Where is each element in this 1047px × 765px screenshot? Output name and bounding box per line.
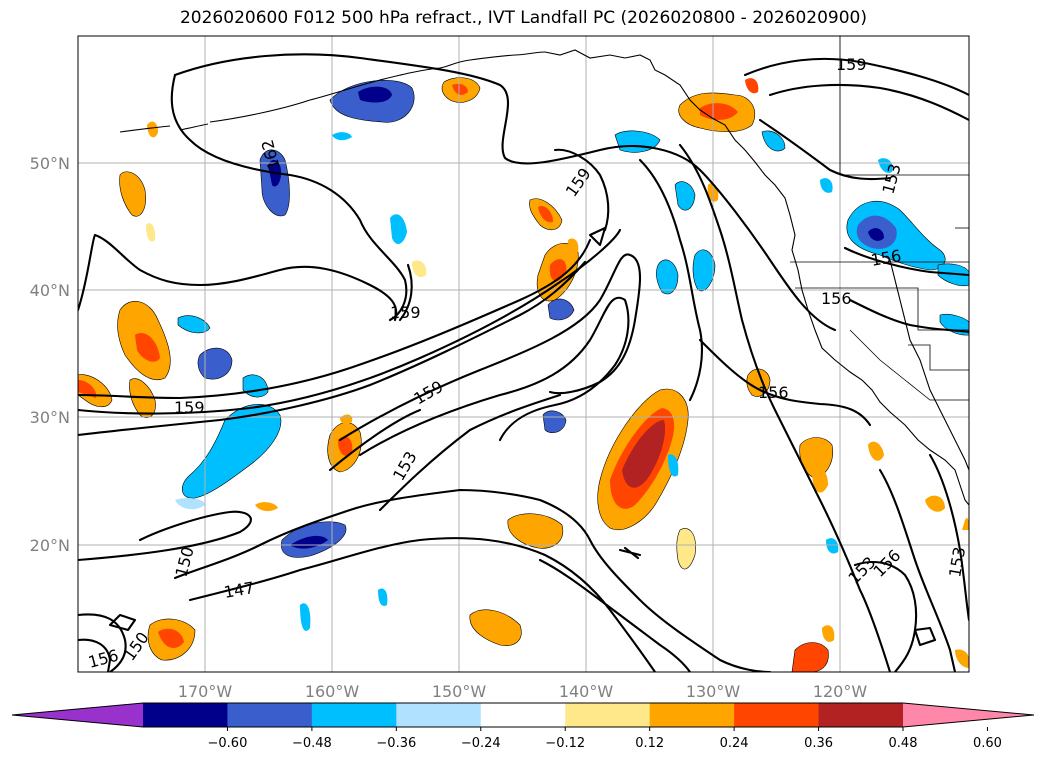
anomaly-blob [568,238,579,253]
anomaly-blob [177,315,211,334]
anomaly-blob [332,132,352,141]
anomaly-blob [962,518,969,530]
anomaly-blob [761,130,786,152]
anomaly-blob [146,223,156,242]
anomaly-blob [820,178,833,193]
refractivity-contours [78,53,969,672]
anomaly-blob [538,206,553,223]
anomaly-blob [507,513,564,549]
lat-label: 30°N [30,408,70,427]
anomaly-blob [338,436,353,456]
colorbar-tick-label: 0.60 [973,736,1002,751]
colorbar-segment [649,703,735,727]
colorbar-tick-label: −0.36 [376,736,416,751]
latitude-labels: 50°N 40°N 30°N 20°N [30,154,70,555]
anomaly-blob [868,441,884,461]
anomaly-blob [822,625,835,642]
anomaly-blob [676,528,696,570]
anomaly-blob [158,628,184,648]
colorbar-outline [11,702,1035,728]
lon-label: 130°W [686,682,741,701]
anomaly-blob [746,368,771,397]
anomaly-blob [622,420,666,488]
anomaly-blob [745,78,759,94]
colorbar-tick-label: −0.24 [461,736,501,751]
anomaly-blob [878,158,893,173]
anomaly-blob [378,588,388,606]
colorbar-segment [396,703,482,727]
shaded-anomaly-fields [78,77,969,672]
anomaly-blob [129,378,156,419]
anomaly-blob [692,249,716,292]
colorbar: −0.60 −0.48 −0.36 −0.24 −0.12 0.12 0.24 0.36 0.4… [11,702,1035,751]
colorbar-extend-max [903,703,1034,727]
colorbar-tick-label: 0.36 [804,736,833,751]
anomaly-blob [197,347,233,380]
contour-label: 153 [945,545,969,578]
anomaly-blob [674,181,696,211]
anomaly-blob [452,83,468,95]
contour-label: 159 [390,303,421,322]
anomaly-blob [826,538,839,554]
colorbar-segment [480,703,566,727]
contour-label: 159 [174,398,205,417]
colorbar-segment [818,703,904,727]
anomaly-blob [255,502,278,512]
map-title: 2026020600 F012 500 hPa refract., IVT La… [179,8,867,28]
contour-label: 156 [758,383,789,402]
colorbar-tick-label: 0.24 [720,736,749,751]
anomaly-blob [547,298,575,321]
lon-label: 140°W [559,682,614,701]
anomaly-blob [656,259,679,295]
colorbar-tick-label: 0.48 [889,736,918,751]
anomaly-blob [358,86,392,103]
lon-label: 150°W [432,682,487,701]
anomaly-blob [135,332,160,362]
colorbar-tick-label: −0.60 [208,736,248,751]
colorbar-segment [227,703,313,727]
lat-label: 40°N [30,281,70,300]
map-plot-area: 159 159 159 159 159 153 156 156 162 153 … [78,36,969,672]
anomaly-blob [412,260,427,278]
longitude-labels: 170°W 160°W 150°W 140°W 130°W 120°W [178,682,868,701]
colorbar-tick-label: 0.12 [635,736,664,751]
map-frame [77,35,970,673]
colorbar-segment [565,703,651,727]
colorbar-segment [734,703,820,727]
contour-label: 156 [821,289,852,308]
anomaly-blob [300,603,311,631]
lat-label: 50°N [30,154,70,173]
colorbar-segment [311,703,397,727]
colorbar-tick-label: −0.12 [545,736,585,751]
anomaly-blob [390,214,407,244]
lon-label: 170°W [178,682,233,701]
colorbar-segment [143,703,228,727]
colorbar-tick-label: −0.48 [292,736,332,751]
anomaly-blob [147,121,158,138]
lon-label: 160°W [305,682,360,701]
anomaly-blob [469,609,522,646]
anomaly-blob [119,171,146,217]
anomaly-blob [542,410,567,433]
graticule [78,36,969,672]
anomaly-blob [812,467,828,493]
anomaly-blob [78,380,97,398]
anomaly-blob [955,649,969,668]
lon-label: 120°W [813,682,868,701]
anomaly-blob [175,497,205,510]
lat-label: 20°N [30,536,70,555]
anomaly-blob [868,228,884,241]
colorbar-extend-min [12,703,143,727]
anomaly-blob [925,495,945,512]
contour-label: 159 [836,55,867,74]
anomaly-blob [668,454,679,477]
